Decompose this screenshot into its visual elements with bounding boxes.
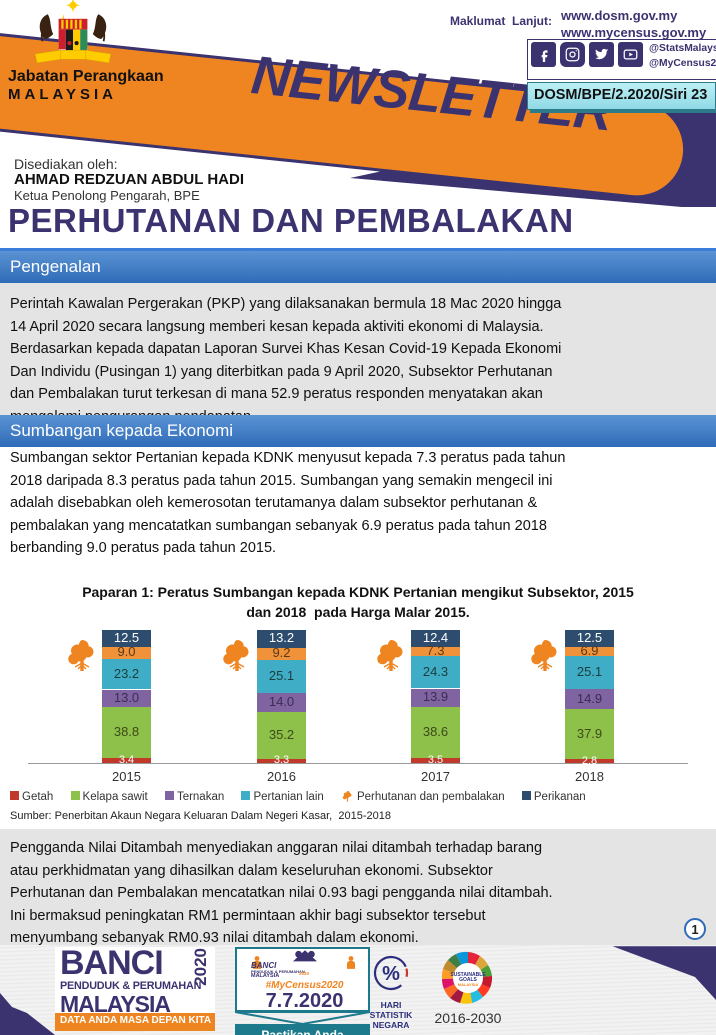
svg-text:%: %: [382, 963, 400, 985]
svg-text:MALAYSIA: MALAYSIA: [458, 982, 479, 987]
